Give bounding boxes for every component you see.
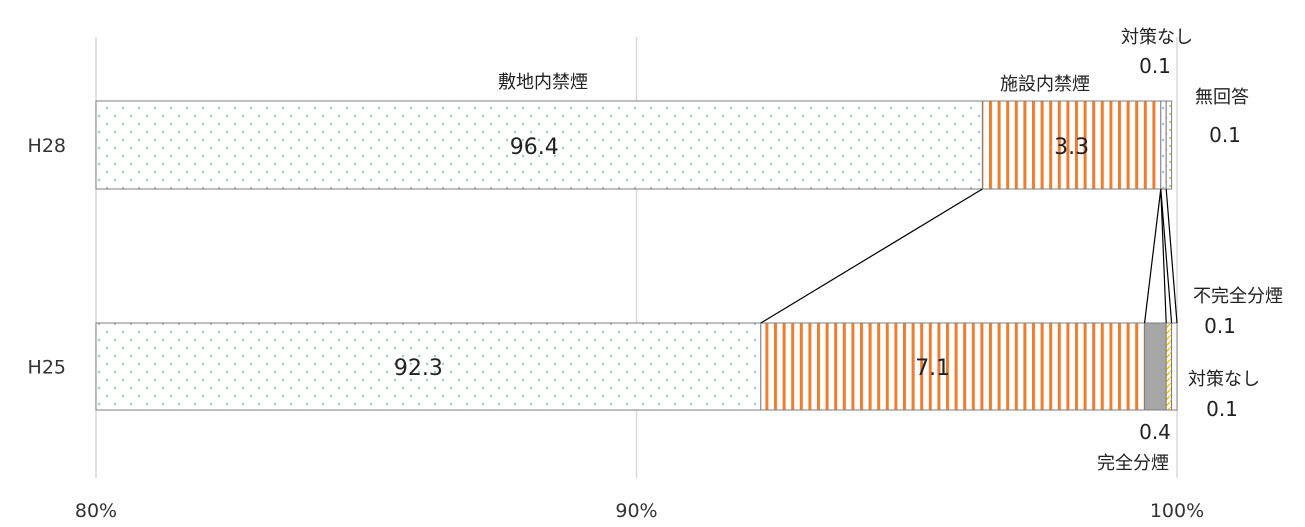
bar-segment: [760, 322, 1146, 411]
series-name-label: 対策なし: [1121, 27, 1193, 48]
x-tick-label: 80%: [75, 500, 117, 522]
data-label: 96.4: [510, 135, 559, 160]
bar-segment: [95, 322, 762, 411]
data-label: 0.1: [1209, 123, 1241, 147]
series-name-label: 施設内禁煙: [1000, 74, 1090, 95]
connector-line: [1160, 188, 1173, 324]
category-label: H28: [28, 135, 66, 157]
x-tick-label: 90%: [615, 500, 657, 522]
data-label: 7.1: [915, 356, 950, 381]
bar-segment: [1165, 100, 1173, 190]
bars: H28 H25: [28, 100, 1178, 411]
series-name-label: 不完全分煙: [1193, 286, 1283, 307]
bar-segment: [1160, 100, 1167, 190]
data-label: 3.3: [1054, 135, 1089, 160]
connector-line: [760, 188, 983, 324]
bar-segment: [95, 100, 983, 190]
bar-segment: [1144, 322, 1167, 411]
series-name-label: 完全分煙: [1097, 453, 1169, 474]
data-label: 0.1: [1204, 314, 1236, 338]
data-label: 0.1: [1139, 54, 1171, 78]
connector-line: [1165, 188, 1178, 324]
connector-line: [1143, 188, 1162, 324]
series-name-label: 対策なし: [1188, 369, 1260, 390]
series-name-label: 無回答: [1195, 87, 1249, 108]
bar-segment: [981, 100, 1162, 190]
bar-segment: [1171, 322, 1178, 411]
data-label: 0.4: [1139, 420, 1171, 444]
bar-segment: [1165, 322, 1173, 411]
connector-lines: [760, 188, 1178, 324]
x-tick-label: 100%: [1150, 500, 1204, 522]
data-label: 92.3: [394, 356, 443, 381]
category-label: H25: [28, 357, 66, 379]
connector-line: [1160, 188, 1167, 324]
data-label: 0.1: [1206, 397, 1238, 421]
series-name-label: 敷地内禁煙: [498, 72, 588, 93]
